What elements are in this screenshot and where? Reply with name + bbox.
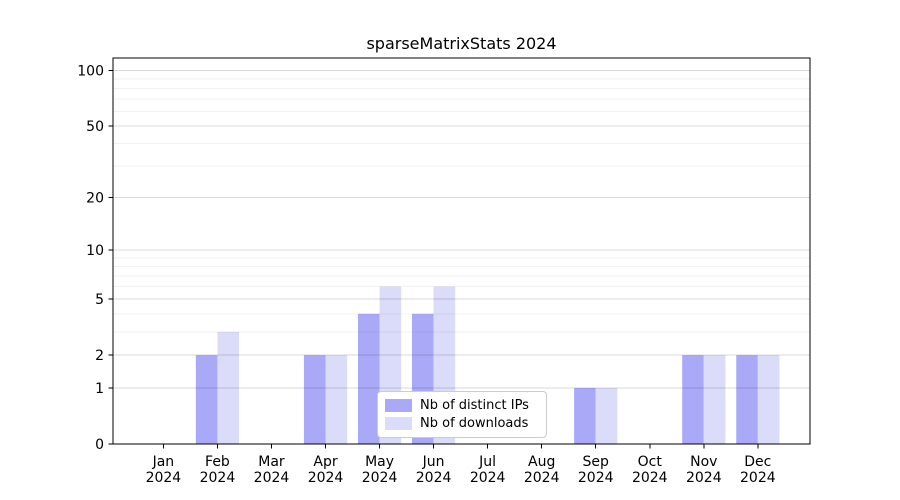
bar-distinct-ips-apr bbox=[303, 355, 326, 444]
y-tick-label: 100 bbox=[77, 64, 104, 80]
x-tick-label-month: Dec bbox=[744, 454, 771, 470]
x-tick-label-month: Sep bbox=[583, 454, 610, 470]
plot-border bbox=[112, 57, 811, 445]
x-tick-label-year: 2024 bbox=[146, 470, 182, 486]
x-tick-label-year: 2024 bbox=[254, 470, 290, 486]
x-tick-label-month: May bbox=[365, 454, 394, 470]
x-tick-label-year: 2024 bbox=[416, 470, 452, 486]
bar-downloads-nov bbox=[703, 355, 726, 444]
x-tick-label-month: Nov bbox=[690, 454, 717, 470]
legend-swatch-distinct-ips bbox=[385, 399, 412, 412]
bar-distinct-ips-feb bbox=[195, 355, 218, 444]
legend: Nb of distinct IPs Nb of downloads bbox=[377, 391, 547, 438]
x-tick-label-year: 2024 bbox=[200, 470, 236, 486]
x-tick-label-year: 2024 bbox=[632, 470, 668, 486]
legend-item-downloads: Nb of downloads bbox=[385, 416, 539, 431]
chart-title: sparseMatrixStats 2024 bbox=[366, 34, 557, 53]
bar-distinct-ips-dec bbox=[736, 355, 758, 444]
y-tick-label: 1 bbox=[95, 381, 104, 397]
bar-downloads-feb bbox=[217, 331, 240, 444]
y-tick-label: 20 bbox=[86, 191, 104, 207]
y-tick-label: 0 bbox=[95, 437, 104, 453]
y-tick-label: 5 bbox=[95, 292, 104, 308]
bar-downloads-sep bbox=[595, 387, 618, 444]
x-tick-label-month: Jul bbox=[478, 454, 496, 470]
x-tick-label-month: Apr bbox=[313, 454, 337, 470]
x-tick-label-year: 2024 bbox=[362, 470, 398, 486]
bar-downloads-dec bbox=[757, 355, 780, 444]
x-tick-label-month: Feb bbox=[205, 454, 230, 470]
y-tick-label: 2 bbox=[95, 348, 104, 364]
x-tick-label-month: Oct bbox=[638, 454, 663, 470]
x-tick-label-year: 2024 bbox=[470, 470, 506, 486]
bar-distinct-ips-sep bbox=[574, 387, 596, 444]
legend-label-distinct-ips: Nb of distinct IPs bbox=[420, 398, 529, 413]
bar-downloads-apr bbox=[325, 355, 348, 444]
x-tick-label-month: Aug bbox=[528, 454, 555, 470]
x-tick-label-year: 2024 bbox=[308, 470, 344, 486]
y-tick-label: 10 bbox=[86, 243, 104, 259]
x-tick-label-year: 2024 bbox=[524, 470, 560, 486]
legend-label-downloads: Nb of downloads bbox=[420, 416, 529, 431]
bar-distinct-ips-may bbox=[357, 313, 380, 444]
bar-distinct-ips-nov bbox=[682, 355, 704, 444]
legend-swatch-downloads bbox=[385, 417, 412, 430]
x-tick-label-month: Jun bbox=[422, 454, 445, 470]
legend-item-distinct-ips: Nb of distinct IPs bbox=[385, 398, 539, 413]
y-tick-label: 50 bbox=[86, 119, 104, 135]
x-tick-label-month: Jan bbox=[152, 454, 175, 470]
x-tick-label-year: 2024 bbox=[686, 470, 722, 486]
x-tick-label-year: 2024 bbox=[578, 470, 614, 486]
x-tick-label-year: 2024 bbox=[740, 470, 776, 486]
x-tick-label-month: Mar bbox=[258, 454, 285, 470]
